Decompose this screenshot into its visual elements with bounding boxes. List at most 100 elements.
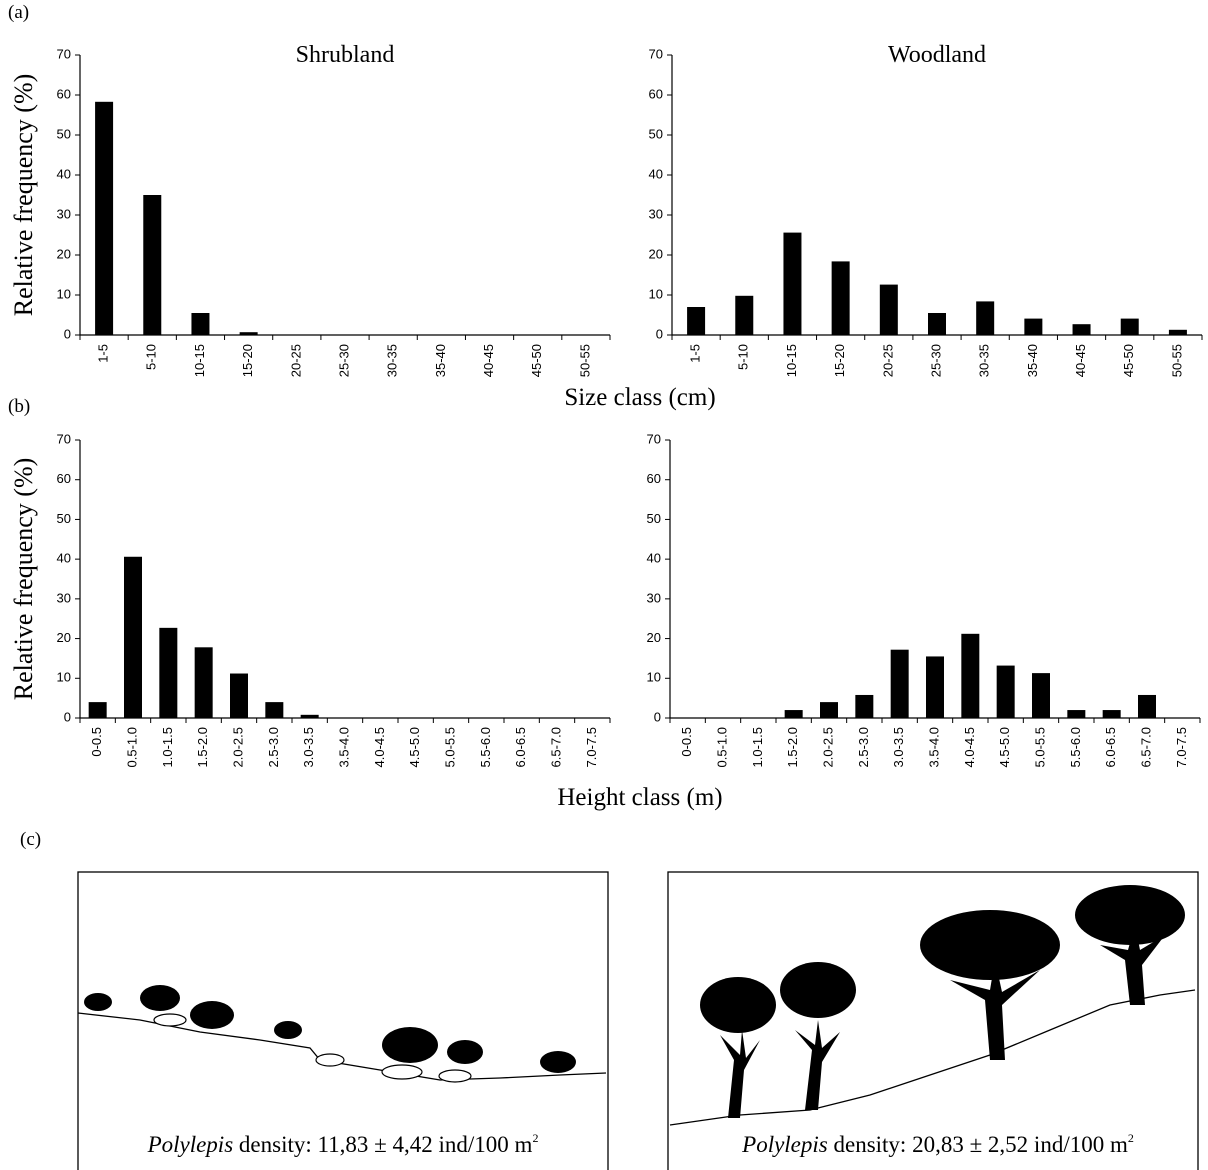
bar [1072, 324, 1091, 335]
y-tick-label: 20 [57, 246, 71, 261]
axis-line [671, 55, 1202, 336]
bar [976, 301, 995, 335]
x-tick-label: 4.5-5.0 [997, 727, 1012, 767]
bar [124, 556, 142, 718]
x-tick-label: 25-30 [336, 344, 351, 377]
x-tick-label: 40-45 [1073, 344, 1088, 377]
x-tick-label: 35-40 [433, 344, 448, 377]
x-tick-label: 30-35 [385, 344, 400, 377]
bar [1032, 673, 1050, 718]
x-tick-label: 1.0-1.5 [160, 727, 175, 767]
x-tick-label: 45-50 [529, 344, 544, 377]
x-tick-label: 1.5-2.0 [785, 727, 800, 767]
x-tick-label: 3.5-4.0 [336, 727, 351, 767]
x-tick-label: 0.5-1.0 [714, 727, 729, 767]
y-tick-label: 30 [647, 590, 661, 605]
x-tick-label: 40-45 [481, 344, 496, 377]
bar [159, 627, 178, 718]
bar [194, 647, 213, 718]
illustration-frame [667, 871, 1199, 1170]
panel-label: (b) [8, 396, 30, 417]
bar [1168, 329, 1187, 335]
y-tick-label: 50 [57, 511, 71, 526]
panel-label: (c) [20, 829, 41, 850]
x-tick-label: 2.0-2.5 [230, 727, 245, 767]
x-tick-label: 50-55 [577, 344, 592, 377]
x-tick-label: 4.5-5.0 [407, 727, 422, 767]
x-tick-label: 15-20 [240, 344, 255, 377]
bar [890, 649, 909, 718]
y-tick-label: 40 [647, 551, 661, 566]
y-tick-label: 30 [57, 590, 71, 605]
x-tick-label: 6.5-7.0 [1138, 727, 1153, 767]
y-tick-label: 0 [64, 326, 71, 341]
y-tick-label: 40 [57, 166, 71, 181]
bar [820, 702, 838, 718]
x-axis-label: Height class (m) [557, 784, 722, 811]
x-tick-label: 6.5-7.0 [548, 727, 563, 767]
bar [191, 313, 210, 335]
y-tick-label: 70 [647, 431, 661, 446]
x-tick-label: 10-15 [192, 344, 207, 377]
x-tick-label: 3.0-3.5 [301, 727, 316, 767]
x-tick-label: 1.0-1.5 [750, 727, 765, 767]
y-tick-label: 70 [649, 46, 663, 61]
x-tick-label: 25-30 [928, 344, 943, 377]
bar [784, 710, 803, 718]
bar [783, 232, 802, 335]
bar [961, 633, 980, 718]
x-tick-label: 5.0-5.5 [1032, 727, 1047, 767]
y-tick-label: 60 [57, 86, 71, 101]
y-tick-label: 30 [649, 206, 663, 221]
x-tick-label: 20-25 [880, 344, 895, 377]
y-tick-label: 40 [649, 166, 663, 181]
y-tick-label: 40 [57, 551, 71, 566]
x-tick-label: 2.0-2.5 [820, 727, 835, 767]
bar [95, 101, 114, 335]
superscript: 2 [1128, 1131, 1134, 1145]
y-tick-label: 70 [57, 431, 71, 446]
x-tick-label: 0.5-1.0 [124, 727, 139, 767]
density-text: density: 11,83 ± 4,42 ind/100 m [233, 1132, 532, 1157]
bar [239, 332, 258, 335]
x-tick-label: 2.5-3.0 [856, 727, 871, 767]
bar [831, 261, 850, 335]
y-tick-label: 50 [57, 126, 71, 141]
bar [1067, 710, 1086, 718]
x-tick-label: 5.5-6.0 [1068, 727, 1083, 767]
chart-title: Woodland [888, 42, 986, 68]
x-tick-label: 0-0.5 [89, 727, 104, 757]
y-tick-label: 20 [649, 246, 663, 261]
y-tick-label: 70 [57, 46, 71, 61]
y-tick-label: 20 [647, 630, 661, 645]
x-tick-label: 1.5-2.0 [195, 727, 210, 767]
x-axis-label: Size class (cm) [564, 384, 715, 411]
y-tick-label: 10 [647, 670, 661, 685]
y-tick-label: 20 [57, 630, 71, 645]
y-tick-label: 50 [647, 511, 661, 526]
y-axis-label: Relative frequency (%) [9, 74, 38, 317]
x-tick-label: 20-25 [288, 344, 303, 377]
bar [1120, 318, 1139, 335]
woodland-illustration [669, 885, 1196, 1126]
y-tick-label: 30 [57, 206, 71, 221]
bar [230, 673, 248, 718]
density-caption: Polylepis density: 11,83 ± 4,42 ind/100 … [147, 1131, 539, 1157]
bar [926, 656, 944, 718]
species-name: Polylepis [741, 1132, 828, 1157]
y-axis-label: Relative frequency (%) [9, 458, 38, 701]
y-tick-label: 0 [656, 326, 663, 341]
x-tick-label: 2.5-3.0 [266, 727, 281, 767]
x-tick-label: 30-35 [977, 344, 992, 377]
x-tick-label: 6.0-6.5 [513, 727, 528, 767]
density-text: density: 20,83 ± 2,52 ind/100 m [828, 1132, 1128, 1157]
y-tick-label: 60 [649, 86, 663, 101]
bar [735, 295, 754, 335]
y-tick-label: 60 [57, 471, 71, 486]
bar [265, 702, 284, 718]
x-tick-label: 6.0-6.5 [1103, 727, 1118, 767]
x-tick-label: 0-0.5 [679, 727, 694, 757]
x-tick-label: 4.0-4.5 [962, 727, 977, 767]
bar [88, 702, 107, 718]
